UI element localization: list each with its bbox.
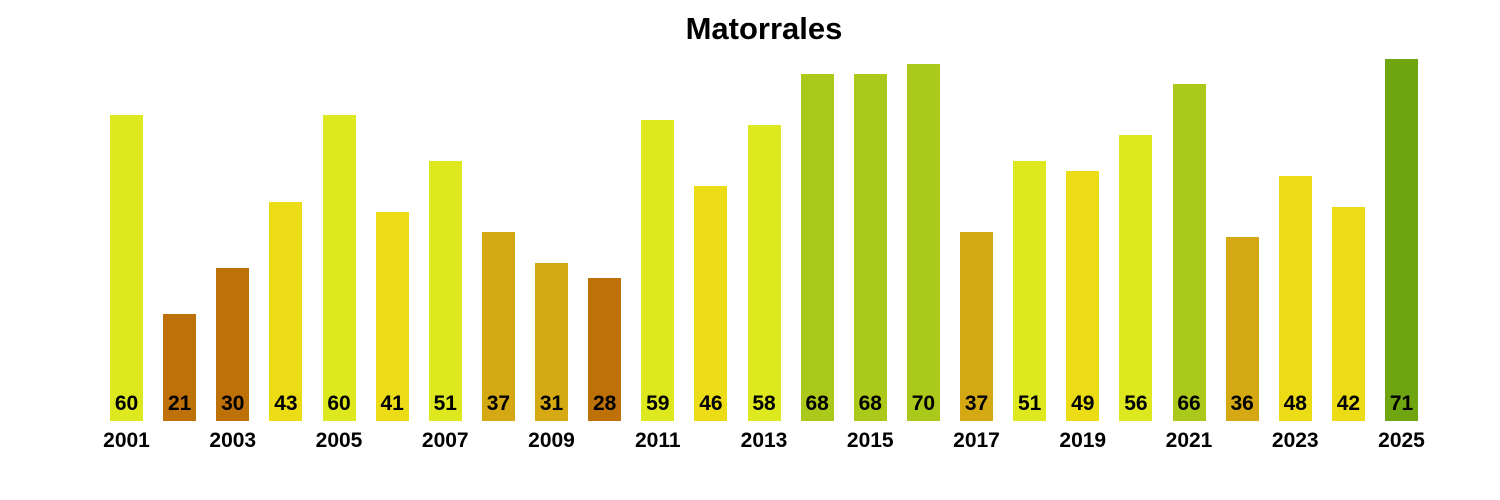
- x-tick-slot: [269, 429, 302, 453]
- x-tick-slot: 2007: [422, 429, 469, 453]
- x-tick-slot: 2019: [1059, 429, 1106, 453]
- bar-value-label: 66: [1177, 392, 1201, 415]
- bar-2020: 56: [1119, 135, 1153, 421]
- bar-value-label: 51: [1017, 392, 1042, 415]
- bar-value-label: 30: [221, 392, 245, 415]
- bar-value-label: 43: [274, 392, 298, 415]
- bar-2005: 60: [322, 115, 356, 421]
- x-tick-slot: 2009: [528, 429, 575, 453]
- bar-2002: 21: [163, 314, 197, 421]
- x-tick-label: 2021: [1165, 429, 1213, 452]
- bar-value-label: 36: [1230, 392, 1254, 415]
- x-tick-label: 2023: [1271, 429, 1319, 452]
- x-tick-slot: 2015: [847, 429, 894, 453]
- bar-2019: 49: [1066, 171, 1100, 421]
- x-tick-label: 2011: [634, 429, 681, 452]
- x-tick-slot: [482, 429, 515, 453]
- x-tick-slot: 2017: [953, 429, 1000, 453]
- bar-value-label: 42: [1336, 392, 1361, 415]
- x-tick-slot: [163, 429, 196, 453]
- x-tick-slot: 2021: [1166, 429, 1213, 453]
- x-tick-label: 2003: [209, 429, 257, 452]
- bar-2022: 36: [1225, 237, 1259, 421]
- bar-2001: 60: [110, 115, 143, 421]
- bar-value-label: 51: [433, 392, 457, 415]
- x-tick-slot: [588, 429, 621, 453]
- x-tick-slot: 2013: [741, 429, 788, 453]
- bar-value-label: 60: [114, 392, 139, 415]
- bar-value-label: 21: [167, 392, 192, 415]
- bar-value-label: 58: [752, 392, 776, 415]
- x-tick-slot: 2025: [1378, 429, 1425, 453]
- x-tick-slot: [1119, 429, 1152, 453]
- x-tick-label: 2025: [1378, 429, 1425, 452]
- x-tick-slot: 2003: [209, 429, 256, 453]
- x-tick-label: 2009: [528, 429, 575, 452]
- bar-2007: 51: [428, 161, 462, 421]
- bar-value-label: 68: [858, 392, 882, 415]
- bar-value-label: 49: [1071, 392, 1095, 415]
- x-tick-label: 2019: [1059, 429, 1107, 452]
- x-tick-slot: 2001: [103, 429, 150, 453]
- x-tick-slot: [801, 429, 834, 453]
- bar-2011: 59: [641, 120, 675, 421]
- bar-value-label: 46: [699, 392, 723, 415]
- x-axis-labels: 2001 2003 2005 2007 2009 2011 2013 2015 2017 2019…: [103, 429, 1425, 453]
- bar-value-label: 71: [1389, 392, 1414, 415]
- bar-2010: 28: [588, 278, 622, 421]
- bar-value-label: 37: [964, 392, 989, 415]
- x-tick-slot: [1332, 429, 1365, 453]
- x-tick-slot: [376, 429, 409, 453]
- bar-2025: 71: [1385, 59, 1418, 421]
- x-tick-label: 2013: [740, 429, 788, 452]
- bar-2015: 68: [853, 74, 887, 421]
- x-tick-label: 2007: [421, 429, 469, 452]
- bar-2009: 31: [535, 263, 568, 421]
- x-tick-slot: 2011: [635, 429, 681, 453]
- bar-2021: 66: [1172, 84, 1206, 421]
- bar-2006: 41: [375, 212, 409, 421]
- chart-title: Matorrales: [685, 11, 843, 46]
- bar-2004: 43: [269, 202, 303, 421]
- bar-value-label: 28: [592, 392, 617, 415]
- bar-2023: 48: [1278, 176, 1312, 421]
- x-tick-slot: [907, 429, 940, 453]
- bar-2003: 30: [216, 268, 250, 421]
- bar-value-label: 68: [805, 392, 829, 415]
- x-tick-slot: [1226, 429, 1259, 453]
- bar-2013: 58: [747, 125, 781, 421]
- bar-2017: 37: [960, 232, 993, 421]
- bar-value-label: 70: [911, 392, 936, 415]
- bar-value-label: 37: [486, 392, 511, 415]
- bar-2008: 37: [481, 232, 515, 421]
- x-tick-label: 2005: [315, 429, 363, 452]
- bar-value-label: 60: [327, 392, 351, 415]
- x-tick-slot: [694, 429, 727, 453]
- x-tick-slot: 2005: [316, 429, 363, 453]
- bar-value-label: 48: [1283, 392, 1307, 415]
- x-tick-label: 2017: [953, 429, 1000, 452]
- bar-2018: 51: [1013, 161, 1047, 421]
- x-tick-slot: 2023: [1272, 429, 1319, 453]
- bar-value-label: 56: [1124, 392, 1148, 415]
- bar-value-label: 31: [539, 392, 564, 415]
- bar-value-label: 41: [380, 392, 404, 415]
- x-tick-label: 2015: [846, 429, 894, 452]
- bar-2012: 46: [694, 186, 728, 421]
- bar-2024: 42: [1331, 207, 1365, 421]
- plot-area: 60 21 30 43 60 41 51 37 31 28 59 46 58 68 68 70 37 51 49 56…: [110, 46, 1418, 421]
- bar-2014: 68: [800, 74, 834, 421]
- bar-value-label: 59: [646, 392, 670, 415]
- bar-2016: 70: [906, 64, 940, 421]
- x-tick-slot: [1013, 429, 1046, 453]
- x-tick-label: 2001: [103, 429, 150, 452]
